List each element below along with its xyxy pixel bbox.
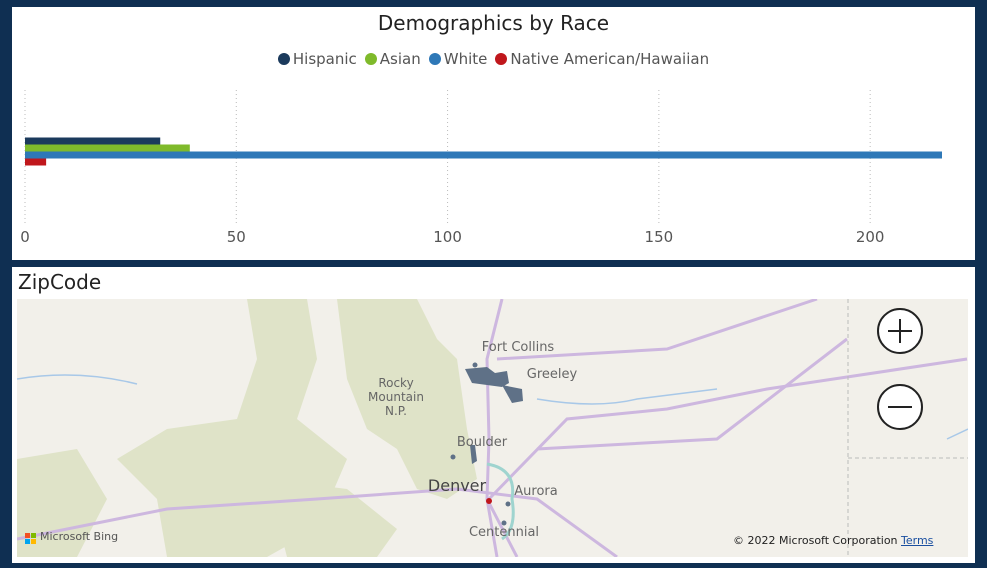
legend-marker <box>277 53 290 65</box>
x-tick-label: 0 <box>20 228 30 246</box>
copyright: © 2022 Microsoft Corporation <box>733 534 898 547</box>
x-tick-label: 200 <box>856 228 885 246</box>
chart-title: Demographics by Race <box>377 11 610 35</box>
legend-item[interactable]: Hispanic <box>277 50 357 68</box>
bar <box>25 158 47 166</box>
zoom-out[interactable] <box>877 384 923 430</box>
map[interactable]: Fort Collins Greeley Rocky Mountain N.P.… <box>17 299 968 557</box>
legend-item[interactable]: Native American/Hawaiian <box>495 50 709 68</box>
bar <box>25 144 190 152</box>
map-title: ZipCode <box>18 270 102 294</box>
place-label: Aurora <box>514 484 558 499</box>
map-base <box>17 299 968 557</box>
terms-link[interactable]: Terms <box>901 534 934 547</box>
place-label: Fort Collins <box>481 340 555 355</box>
zoom-in[interactable] <box>877 308 923 354</box>
legend-item[interactable]: Asian <box>364 50 421 68</box>
place-label: Rocky Mountain N.P. <box>368 376 424 418</box>
x-tick-label: 150 <box>645 228 674 246</box>
bar <box>25 137 161 145</box>
bar <box>25 151 942 159</box>
legend-label: Hispanic <box>292 50 357 68</box>
place-label: Greeley <box>526 367 578 382</box>
chart: 0 50 100 150 200 <box>20 90 942 246</box>
map-panel: ZipCode <box>12 267 975 563</box>
chart-panel: Demographics by Race Hispanic Asian White N… <box>12 7 975 260</box>
legend: Hispanic Asian White Native American/Hawaii… <box>12 50 975 68</box>
place-label: Denver <box>427 476 487 495</box>
x-tick-label: 100 <box>433 228 462 246</box>
attribution: Microsoft Bing <box>40 530 119 543</box>
legend-marker <box>495 53 508 65</box>
legend-item[interactable]: White <box>428 50 488 68</box>
legend-marker <box>428 53 441 65</box>
legend-label: Native American/Hawaiian <box>510 50 710 68</box>
x-tick-label: 50 <box>227 228 246 246</box>
legend-label: White <box>443 50 488 68</box>
legend-marker <box>364 53 377 65</box>
place-label: Boulder <box>456 435 508 450</box>
legend-label: Asian <box>379 50 421 68</box>
place-label: Centennial <box>468 525 540 540</box>
